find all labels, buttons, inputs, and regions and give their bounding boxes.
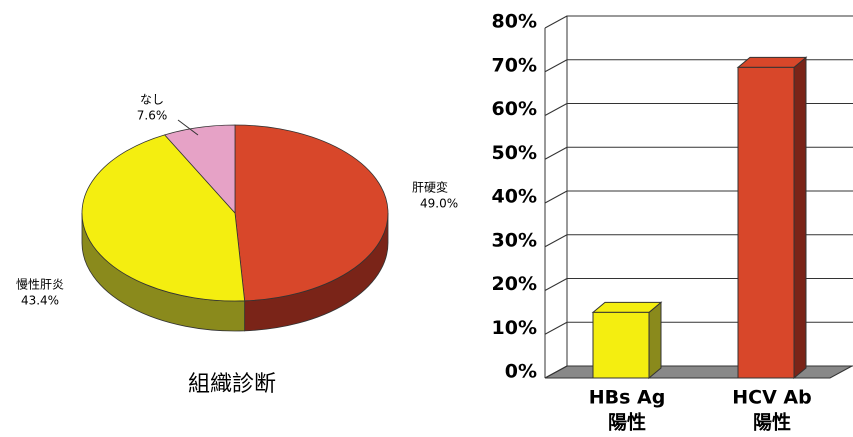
y-tick-label: 0% [505,361,537,383]
bar-side [793,56,807,380]
bar-top [736,56,808,68]
y-tick-label: 20% [492,273,537,295]
pie-value-label: 7.6% [137,109,168,123]
x-tick-label: HBs Ag [589,387,666,409]
leader [177,119,199,136]
grid-line [544,146,568,160]
bar [737,66,795,379]
y-tick-label: 50% [492,142,537,164]
y-tick-label: 80% [492,11,537,33]
grid-line [544,103,568,116]
y-tick-label: 40% [492,186,537,208]
y-tick-label: 30% [492,229,537,251]
y-tick-label: 60% [492,98,537,120]
x-tick-label: 陽性 [608,411,646,434]
grid-line [544,234,568,248]
pie-slice [163,124,236,215]
pie-label: なし [140,93,164,107]
grid-line [544,365,568,379]
grid-line [544,59,568,73]
x-tick-label: HCV Ab [732,387,811,409]
pie-value-label: 43.4% [21,294,59,308]
bar-side [648,301,662,380]
grid-line [544,321,568,335]
pie-slice [81,134,246,302]
pie-slice [234,124,389,302]
grid-line [544,278,568,291]
bar [592,311,650,379]
y-tick-label: 70% [492,54,537,76]
pie-label: 肝硬変 [412,180,448,195]
pie-value-label: 49.0% [420,197,458,211]
bar-top [591,301,663,313]
x-tick-label: 陽性 [753,411,791,434]
y-tick-label: 10% [492,317,537,339]
pie-label: 慢性肝炎 [16,278,64,292]
pie-title: 組織診断 [188,372,276,397]
grid-line [544,190,568,204]
grid-line [544,15,568,29]
